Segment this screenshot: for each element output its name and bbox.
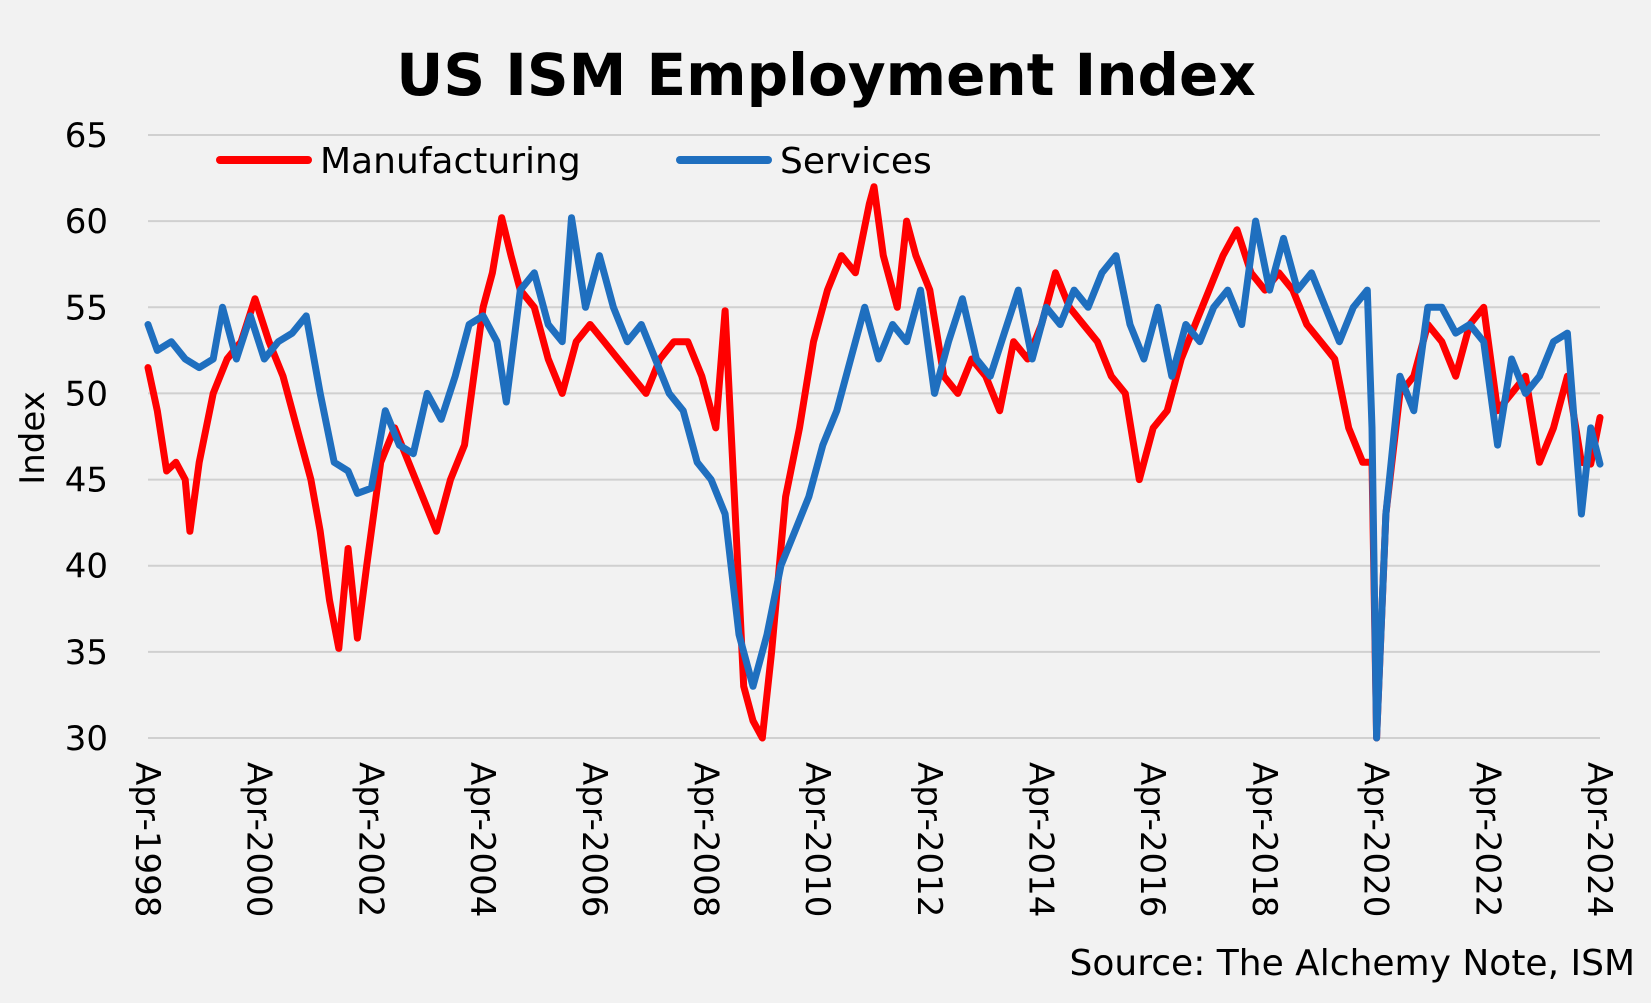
x-tick-label: Apr-2002: [350, 762, 390, 917]
x-tick-label: Apr-2022: [1467, 762, 1507, 917]
x-tick-label: Apr-2000: [239, 762, 279, 917]
x-tick-label: Apr-2018: [1244, 762, 1284, 917]
y-tick-label: 65: [65, 116, 108, 156]
series-line-services: [144, 214, 1604, 742]
chart-title: US ISM Employment Index: [396, 41, 1256, 109]
legend-label: Manufacturing: [320, 141, 581, 182]
series-line-manufacturing: [144, 183, 1604, 742]
x-tick-label: Apr-2012: [909, 762, 949, 917]
source-note: Source: The Alchemy Note, ISM: [1070, 943, 1635, 984]
y-tick-label: 60: [65, 202, 108, 242]
x-tick-label: Apr-2006: [574, 762, 614, 917]
x-tick-label: Apr-2010: [797, 762, 837, 917]
grid-lines: [148, 134, 1600, 739]
legend-label: Services: [780, 141, 932, 182]
x-tick-label: Apr-1998: [127, 762, 167, 917]
y-axis-ticks: 30 35 40 45 50 55 60 65: [65, 116, 108, 759]
legend: Manufacturing Services: [216, 141, 932, 182]
x-tick-label: Apr-2020: [1356, 762, 1396, 917]
y-tick-label: 40: [65, 547, 108, 587]
y-tick-label: 35: [65, 633, 108, 673]
y-tick-label: 55: [65, 288, 108, 328]
x-axis-ticks: Apr-1998 Apr-2000 Apr-2002 Apr-2004 Apr-2006…: [127, 762, 1619, 917]
x-tick-label: Apr-2008: [685, 762, 725, 917]
y-tick-label: 45: [65, 461, 108, 501]
y-tick-label: 30: [65, 719, 108, 759]
x-tick-label: Apr-2014: [1021, 762, 1061, 917]
x-tick-label: Apr-2016: [1132, 762, 1172, 917]
y-tick-label: 50: [65, 374, 108, 414]
x-tick-label: Apr-2004: [462, 762, 502, 917]
y-axis-label: Index: [13, 391, 53, 485]
x-tick-label: Apr-2024: [1579, 762, 1619, 917]
series-lines: [144, 183, 1604, 742]
